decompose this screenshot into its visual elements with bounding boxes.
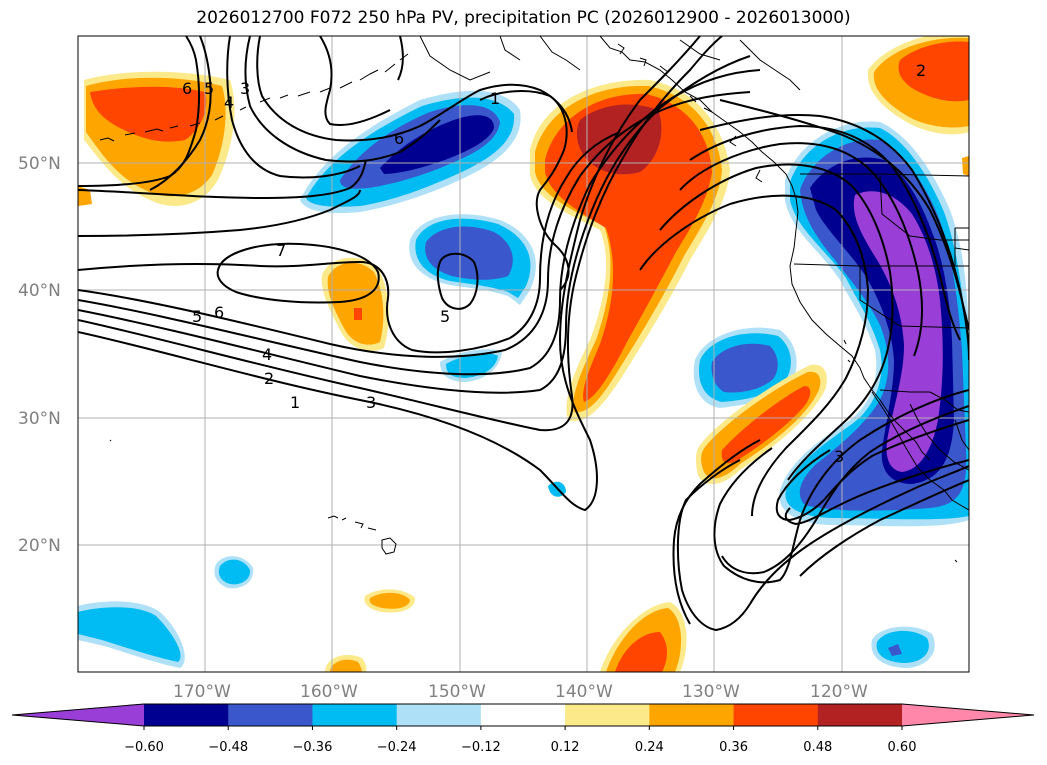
pv-contour-closed-5 [436,252,479,310]
colorbar-tick-label: −0.48 [208,740,248,755]
contour-label-1: 1 [290,393,300,412]
colorbar-extend-low [12,704,144,726]
lon-label-160w: 160°W [300,682,358,702]
contour-label-4: 4 [262,345,272,364]
colorbar-tick-label: 0.36 [719,740,748,755]
colorbar-segment [480,704,566,726]
lon-label-120w: 120°W [810,682,868,702]
lon-label-150w: 150°W [428,682,486,702]
precip-right-edge-orange [962,156,969,176]
colorbar-tick-label: 0.24 [635,740,664,755]
coastlines [99,36,969,563]
contour-label-5b: 5 [440,307,450,326]
precip-anomaly-blue-12n [871,626,935,668]
precip-anomaly-orange-15n [364,589,415,613]
colorbar-segment [396,704,482,726]
precip-anomaly-red-band-27n [695,364,827,485]
contour-label-6c: 6 [182,79,192,98]
political-borders [793,173,969,393]
colorbar: −0.60 −0.48 −0.36 −0.24 −0.12 0.12 0.24 0.36 0.4… [11,703,1035,755]
lon-label-170w: 170°W [173,682,231,702]
lat-label-30n: 30°N [18,409,61,429]
lon-label-130w: 130°W [682,682,740,702]
contour-label-3b: 3 [240,79,250,98]
colorbar-segment [565,704,650,726]
colorbar-segment [733,704,819,726]
latitude-labels: 50°N 40°N 30°N 20°N [18,154,61,556]
colorbar-tick-label: 0.48 [803,740,832,755]
pv-contour-closed-7 [216,242,380,304]
contour-label-7: 7 [276,241,286,260]
colorbar-segment [312,704,398,726]
map-frame [77,35,970,673]
precip-anomaly-bottom-left [78,601,185,668]
contour-label-2: 2 [264,369,274,388]
longitude-labels: 170°W 160°W 150°W 140°W 130°W 120°W [173,682,868,702]
lat-label-50n: 50°N [18,154,61,174]
pv-contour-labels: 1 2 3 4 5 6 7 5 6 3 5 3 4 1 2 6 [182,61,926,466]
lat-label-40n: 40°N [18,281,61,301]
contour-label-6: 6 [214,303,224,322]
colorbar-segment [228,704,313,726]
pv-contours [78,36,969,632]
precip-anomaly-top-right [867,36,969,135]
colorbar-tick-label: −0.24 [377,740,417,755]
contour-label-2b: 2 [916,61,926,80]
gridlines [78,36,969,672]
lon-label-140w: 140°W [555,682,613,702]
colorbar-tick-label: −0.36 [293,740,333,755]
contour-label-6b: 6 [394,129,404,148]
colorbar-tick-label: −0.60 [124,740,164,755]
precip-anomaly-top-left [84,71,235,206]
contour-label-3c: 3 [834,447,844,466]
contour-label-5c: 5 [204,79,214,98]
colorbar-tick-label: 0.60 [888,740,917,755]
colorbar-segment [144,704,229,726]
precip-anomaly-pacific-nw-band [530,79,730,421]
contour-label-3: 3 [366,393,376,412]
precip-anomaly-blue-18n [214,556,254,589]
colorbar-segment [817,704,903,726]
contour-label-4b: 4 [224,93,234,112]
precip-anomaly-orange-11n [325,654,367,672]
lat-label-20n: 20°N [18,536,61,556]
contour-label-5: 5 [192,307,202,326]
precip-anomaly-orange-bottom-135w [600,602,687,672]
colorbar-tick-label: −0.12 [461,740,501,755]
map-title: 2026012700 F072 250 hPa PV, precipitatio… [196,8,851,28]
precip-anomaly-orange-158w [321,257,389,351]
contour-label-1b: 1 [490,89,500,108]
colorbar-tick-label: 0.12 [551,740,580,755]
colorbar-extend-high [902,704,1034,726]
precip-anomaly-blue-128w [693,327,797,408]
colorbar-segment [649,704,735,726]
